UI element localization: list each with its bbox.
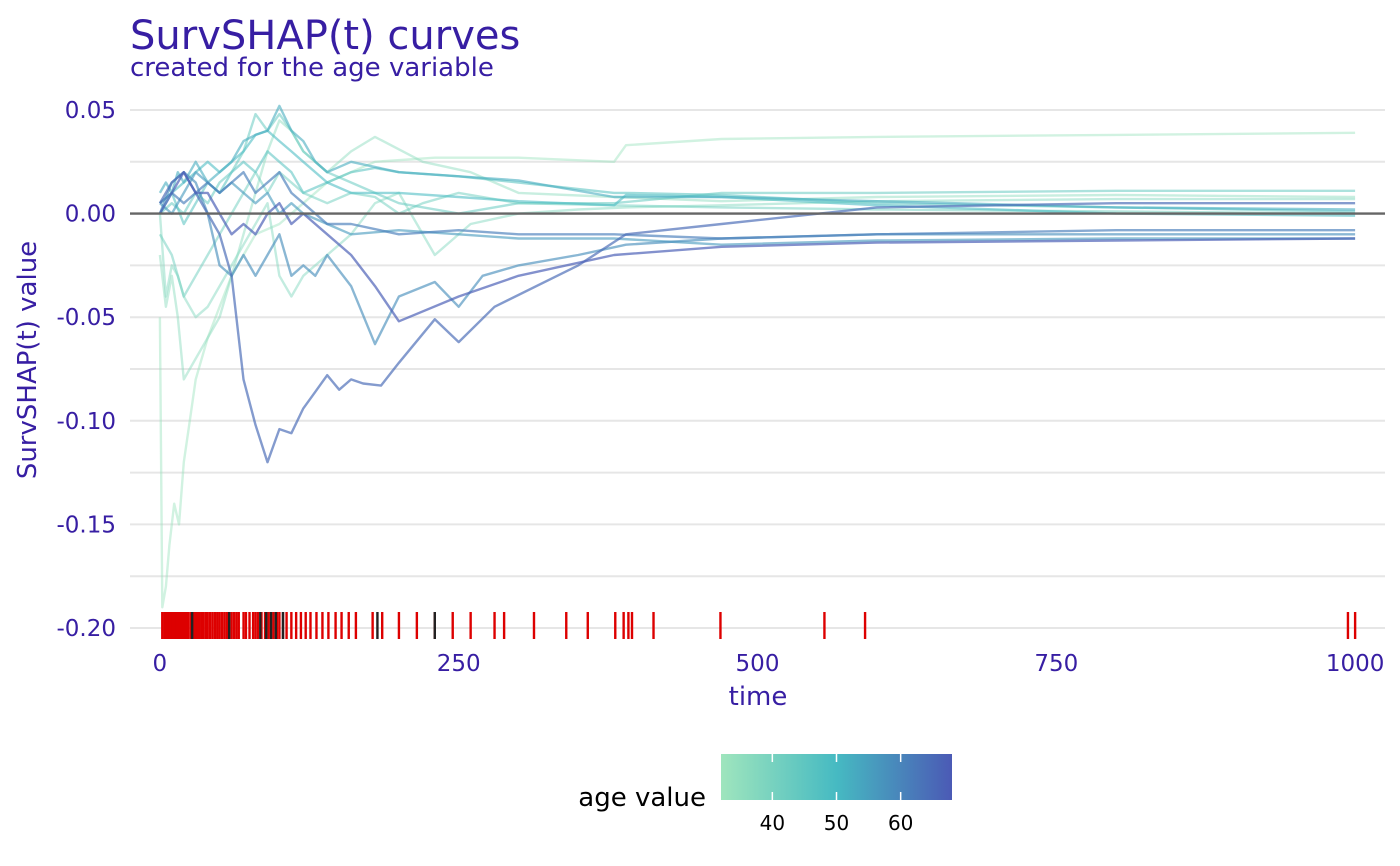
series-lines [158, 104, 1356, 609]
legend-title: age value [578, 783, 706, 813]
series-line [158, 119, 1356, 381]
series-line [158, 191, 1356, 319]
y-tick-label: 0.00 [65, 202, 116, 228]
y-tick-label: -0.20 [56, 616, 116, 642]
rug-marks [161, 612, 1357, 639]
legend-ticks: 40 50 60 [760, 754, 913, 835]
y-tick-label: -0.15 [56, 512, 116, 538]
series-line [158, 170, 1356, 298]
x-tick-labels: 0 250 500 750 1000 [153, 651, 1385, 677]
x-tick-label: 1000 [1326, 651, 1385, 677]
y-tick-label: -0.10 [56, 409, 116, 435]
x-tick-label: 250 [437, 651, 481, 677]
y-axis-title: SurvSHAP(t) value [13, 241, 43, 479]
series-line [159, 112, 1356, 215]
y-tick-label: 0.05 [65, 98, 116, 124]
legend-tick-label: 60 [888, 811, 913, 835]
x-tick-label: 0 [153, 651, 168, 677]
series-line [158, 170, 1356, 464]
series-line [159, 170, 1356, 240]
legend-tick-label: 40 [760, 811, 785, 835]
chart-title: SurvSHAP(t) curves [130, 13, 520, 59]
series-line [159, 170, 1356, 246]
series-line [158, 131, 1356, 609]
series-line [158, 104, 1356, 211]
series-line [158, 170, 1356, 323]
x-axis-title: time [729, 682, 788, 712]
y-tick-labels: 0.05 0.00 -0.05 -0.10 -0.15 -0.20 [56, 98, 116, 642]
chart-subtitle: created for the age variable [130, 53, 494, 83]
x-tick-label: 750 [1034, 651, 1078, 677]
legend: age value 40 50 60 [578, 754, 952, 835]
legend-tick-label: 50 [824, 811, 849, 835]
series-line [159, 129, 1356, 217]
x-tick-label: 500 [736, 651, 780, 677]
y-tick-label: -0.05 [56, 305, 116, 331]
